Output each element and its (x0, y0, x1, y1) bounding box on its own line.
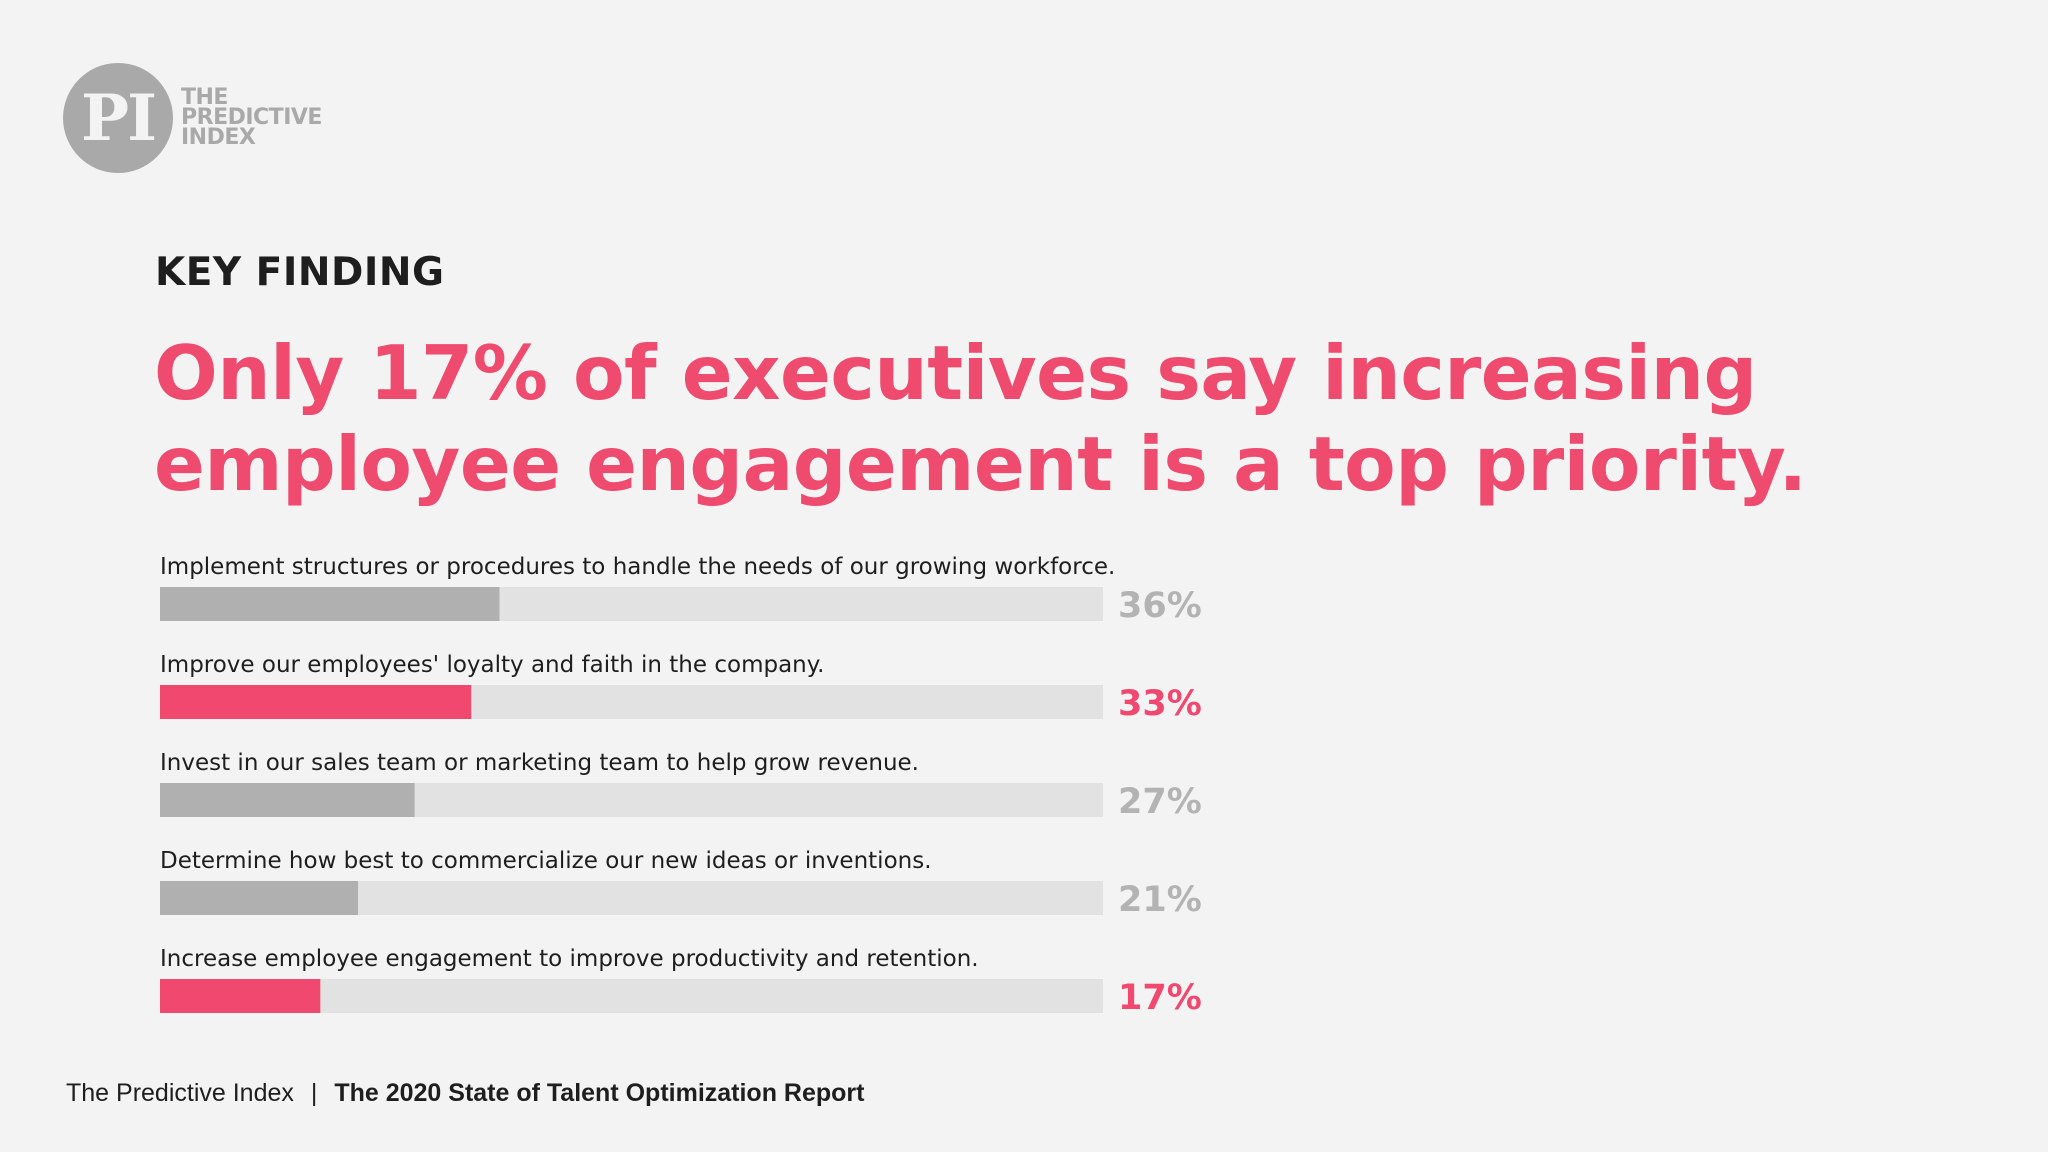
key-finding-label: KEY FINDING (155, 250, 445, 295)
logo-line-2: PREDICTIVE (181, 105, 322, 130)
bar-value-2: 33% (1118, 684, 1202, 724)
headline: Only 17% of executives say increasing em… (154, 328, 1854, 510)
footer: The Predictive Index | The 2020 State of… (66, 1079, 864, 1108)
bar-label-4: Determine how best to commercialize our … (160, 848, 932, 874)
footer-report-title: The 2020 State of Talent Optimization Re… (334, 1079, 865, 1107)
bar-value-4: 21% (1118, 880, 1202, 920)
bar-fill-5 (160, 979, 321, 1013)
bar-value-3: 27% (1118, 782, 1202, 822)
logo-monogram: PI (63, 63, 173, 173)
logo-line-3: INDEX (181, 125, 256, 150)
bar-fill-1 (160, 587, 500, 621)
bar-label-1: Implement structures or procedures to ha… (160, 554, 1115, 580)
footer-separator: | (310, 1079, 318, 1107)
logo-line-1: THE (181, 85, 228, 110)
bar-value-1: 36% (1118, 586, 1202, 626)
bar-fill-4 (160, 881, 359, 915)
bar-fill-2 (160, 685, 472, 719)
brand-logo: PI THE PREDICTIVE INDEX (63, 63, 322, 173)
bar-label-3: Invest in our sales team or marketing te… (160, 750, 919, 776)
bar-fill-3 (160, 783, 415, 817)
logo-wordmark: THE PREDICTIVE INDEX (181, 85, 322, 150)
headline-line-1: Only 17% of executives say increasing (154, 329, 1757, 417)
bar-label-2: Improve our employees' loyalty and faith… (160, 652, 824, 678)
headline-line-2: employee engagement is a top priority. (154, 420, 1807, 508)
bar-value-5: 17% (1118, 978, 1202, 1018)
bar-label-5: Increase employee engagement to improve … (160, 946, 979, 972)
footer-publisher: The Predictive Index (66, 1079, 294, 1107)
